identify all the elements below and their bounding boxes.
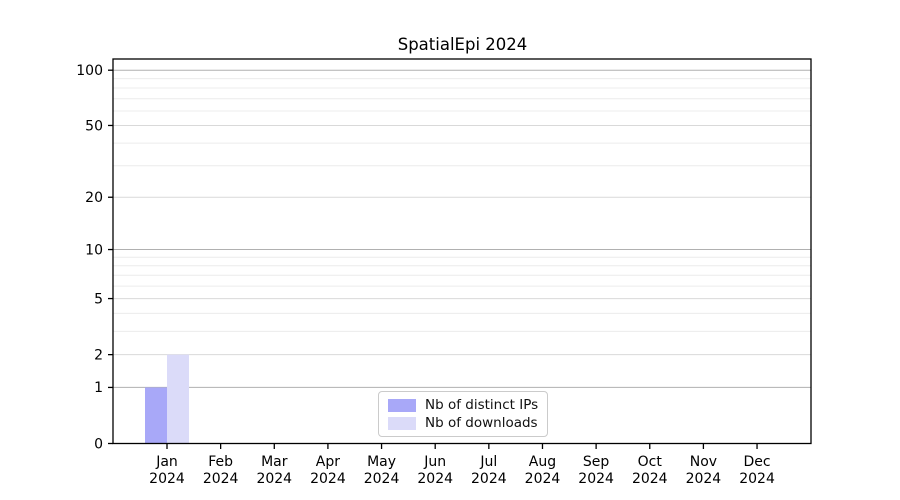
x-tick-label-month: Mar (261, 454, 288, 470)
axes-frame (112, 58, 812, 445)
x-tick-label-month: Jan (155, 454, 178, 470)
y-tick-label: 100 (76, 63, 103, 79)
x-tick-label-year: 2024 (203, 471, 239, 487)
legend-item-downloads: Nb of downloads (388, 415, 538, 431)
x-tick-label-year: 2024 (632, 471, 668, 487)
y-tick-label: 5 (94, 291, 103, 307)
y-tick-label: 50 (85, 118, 103, 134)
y-tick-label: 20 (85, 190, 103, 206)
x-tick-label-year: 2024 (471, 471, 507, 487)
x-tick-label-year: 2024 (578, 471, 614, 487)
x-tick-label-month: Jul (479, 454, 497, 470)
x-tick-label-month: Dec (743, 454, 770, 470)
x-tick-label-year: 2024 (310, 471, 346, 487)
legend: Nb of distinct IPs Nb of downloads (378, 391, 549, 437)
x-tick-label-year: 2024 (686, 471, 722, 487)
legend-label-distinct-ips: Nb of distinct IPs (425, 397, 539, 413)
x-tick-label-month: Aug (529, 454, 556, 470)
x-tick-label-year: 2024 (739, 471, 775, 487)
x-tick-label-month: Oct (638, 454, 663, 470)
x-tick-label-month: Nov (690, 454, 717, 470)
x-tick-label-month: Sep (583, 454, 610, 470)
x-tick-label-month: May (367, 454, 396, 470)
x-tick-label-year: 2024 (149, 471, 185, 487)
x-tick-label-month: Apr (316, 454, 340, 470)
y-tick-label: 2 (94, 347, 103, 363)
chart-title: SpatialEpi 2024 (397, 35, 528, 54)
x-tick-label-month: Feb (208, 454, 233, 470)
x-tick-label-year: 2024 (417, 471, 453, 487)
bar-downloads-jan (167, 354, 189, 444)
bar-distinct-ips-jan (145, 387, 167, 444)
y-tick-label: 1 (94, 380, 103, 396)
x-tick-label-year: 2024 (364, 471, 400, 487)
legend-swatch-downloads-icon (388, 416, 416, 430)
y-tick-label: 0 (94, 436, 103, 452)
legend-swatch-distinct-ips-icon (388, 398, 416, 412)
y-tick-label: 10 (85, 242, 103, 258)
x-tick-label-year: 2024 (525, 471, 561, 487)
x-tick-label-year: 2024 (256, 471, 292, 487)
legend-label-downloads: Nb of downloads (425, 415, 538, 431)
legend-item-distinct-ips: Nb of distinct IPs (388, 397, 538, 413)
x-tick-label-month: Jun (423, 454, 446, 470)
